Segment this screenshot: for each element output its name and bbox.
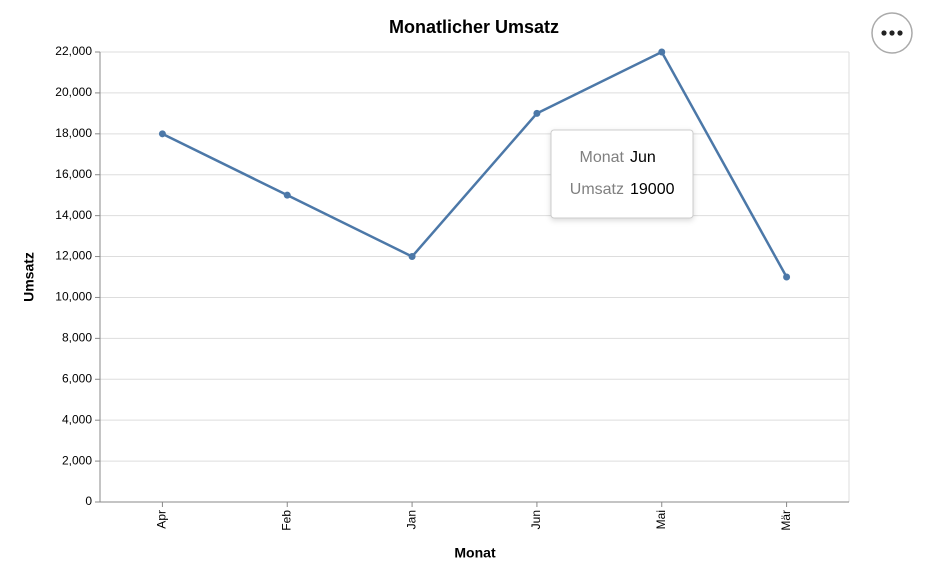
point — [658, 48, 666, 56]
tooltip-key: Monat — [580, 149, 625, 166]
point — [783, 273, 791, 281]
tooltip-box — [550, 129, 694, 219]
y-axis-title: Umsatz — [21, 252, 37, 302]
x-tick-label: Mär — [779, 510, 793, 531]
y-tick-label: 12,000 — [55, 249, 92, 263]
y-tick-label: 0 — [85, 494, 92, 508]
menu-dot — [889, 30, 895, 36]
point — [283, 191, 291, 199]
tooltip-value: 19000 — [630, 181, 675, 198]
y-tick-label: 14,000 — [55, 208, 92, 222]
grid — [100, 51, 850, 503]
x-tick-label: Jun — [529, 510, 543, 529]
chart-title: Monatlicher Umsatz — [389, 17, 559, 37]
point — [533, 109, 541, 117]
y-tick-label: 10,000 — [55, 290, 92, 304]
point — [408, 253, 416, 261]
line — [161, 50, 788, 278]
tooltip-value: Jun — [630, 149, 656, 166]
x-tick-label: Apr — [155, 510, 169, 529]
x-tick-label: Jan — [404, 510, 418, 529]
y-tick-label: 22,000 — [55, 44, 92, 58]
x-tick-label: Mai — [654, 510, 668, 529]
menu-dot — [897, 30, 903, 36]
menu-dot — [881, 30, 887, 36]
x-tick-label: Feb — [279, 510, 293, 531]
y-tick-label: 2,000 — [62, 453, 92, 467]
tooltip: Monat Jun Umsatz 19000 — [550, 129, 694, 219]
y-tick-label: 20,000 — [55, 85, 92, 99]
menu-button[interactable] — [871, 12, 913, 54]
point — [158, 130, 166, 138]
y-tick-label: 4,000 — [62, 412, 92, 426]
y-tick-label: 6,000 — [62, 371, 92, 385]
y-tick-label: 18,000 — [55, 126, 92, 140]
y-tick-label: 16,000 — [55, 167, 92, 181]
y-tick-label: 8,000 — [62, 331, 92, 345]
tooltip-key: Umsatz — [570, 181, 624, 198]
x-axis-title: Monat — [454, 545, 496, 561]
